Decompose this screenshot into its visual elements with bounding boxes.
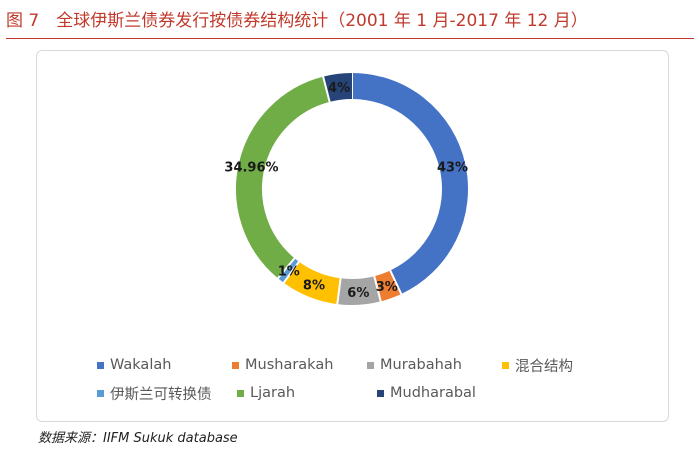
legend-swatch-wakalah: [97, 361, 104, 369]
legend-swatch-mixed: [502, 361, 509, 369]
legend-label: Musharakah: [245, 357, 334, 373]
legend-label: Wakalah: [110, 357, 172, 373]
legend-item-convertible: 伊斯兰可转换债: [97, 383, 237, 404]
legend-item-musharakah: Musharakah: [232, 357, 367, 373]
donut-slice-0: [351, 73, 468, 295]
donut-slices: [236, 72, 468, 306]
legend-item-murabahah: Murabahah: [367, 357, 502, 373]
donut-slice-3: [283, 261, 342, 305]
donut-slice-5: [236, 76, 330, 279]
slice-separator: [276, 256, 296, 280]
legend-label: Mudharabal: [390, 385, 476, 401]
legend-swatch-musharakah: [232, 361, 239, 369]
legend-item-mixed: 混合结构: [502, 355, 637, 376]
slice-separator: [336, 277, 342, 306]
legend-row-2: 伊斯兰可转换债 Ljarah Mudharabal: [97, 379, 637, 407]
donut-data-labels: 43% 3% 6% 8%1% 34.96% 4%: [224, 81, 468, 301]
legend-row-1: Wakalah Musharakah Murabahah 混合结构: [97, 351, 637, 379]
donut-chart: 43% 3% 6% 8%1% 34.96% 4%: [224, 72, 468, 306]
slice-separator: [321, 75, 331, 104]
slice-data-label: 4%: [328, 81, 350, 96]
legend-swatch-mudharabal: [377, 389, 384, 397]
legend-item-wakalah: Wakalah: [97, 357, 232, 373]
legend-swatch-convertible: [97, 389, 104, 397]
data-source-note: 数据来源：IIFM Sukuk database: [38, 431, 238, 446]
legend-label: 伊斯兰可转换债: [110, 386, 212, 403]
slice-data-label: 3%: [376, 280, 398, 295]
slice-separator: [282, 260, 301, 285]
chart-legend: Wakalah Musharakah Murabahah 混合结构 伊斯兰可转换…: [97, 351, 637, 407]
slice-data-label: 6%: [347, 286, 369, 301]
slice-data-label: 1%: [278, 264, 300, 279]
legend-label: 混合结构: [515, 358, 573, 375]
legend-label: Murabahah: [380, 357, 462, 373]
slice-separator: [373, 274, 382, 303]
figure-title: 图 7 全球伊斯兰债券发行按债券结构统计（2001 年 1 月-2017 年 1…: [6, 11, 588, 31]
legend-item-ljarah: Ljarah: [237, 385, 377, 401]
title-divider: [6, 38, 694, 39]
slice-data-label: 43%: [437, 161, 468, 176]
slice-data-label: 8%: [303, 279, 325, 294]
slice-separator: [388, 269, 403, 296]
legend-swatch-murabahah: [367, 361, 374, 369]
donut-slice-2: [337, 276, 381, 305]
chart-area: 43% 3% 6% 8% 1% 34.96% 4% Wakalah Musharakah M…: [36, 50, 669, 422]
legend-label: Ljarah: [250, 385, 296, 401]
legend-item-mudharabal: Mudharabal: [377, 385, 517, 401]
slice-data-label: 34.96%: [224, 160, 278, 175]
legend-swatch-ljarah: [237, 389, 244, 397]
